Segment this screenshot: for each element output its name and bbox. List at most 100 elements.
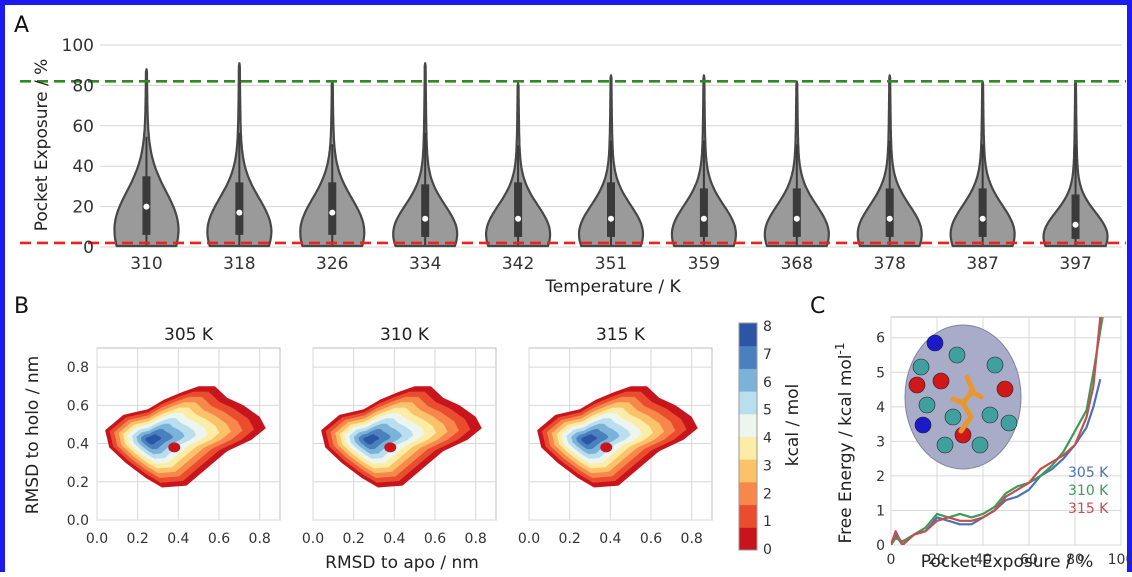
panel-c-label: C [810,294,825,319]
contour-title: 305 K [164,325,214,345]
inset-atom [914,416,932,434]
violin-median-point [143,203,150,210]
violin-median-point [236,209,243,216]
contour-level [581,434,598,445]
colorbar-segment [739,391,757,415]
panel-a-x-tick-label: 368 [781,254,813,274]
legend-entry: 315 K [1068,501,1109,517]
colorbar-label: kcal / mol [783,384,803,467]
colorbar-segment [739,436,757,460]
contour-x-tick-label: 0.8 [249,531,271,547]
panel-a-x-tick-label: 310 [130,254,162,274]
legend-entry: 305 K [1068,465,1109,481]
panel-b: B 305 K0.0 0.2 0.4 0.6 0.80.00.20.40.60.8310… [14,294,803,573]
colorbar-segment [739,459,757,483]
contour-y-tick-label: 0.2 [67,475,89,491]
panel-a-x-tick-label: 351 [595,254,627,274]
contour-x-tick-label: 0.4 [599,531,621,547]
colorbar-segment [739,323,757,347]
contour-x-tick-label: 0.2 [559,531,581,547]
free-energy-line [891,317,1102,545]
contour-x-tick-label: 0.2 [127,531,149,547]
panel-a-y-tick-label: 20 [72,198,94,218]
contour-x-tick-label: 0.4 [383,531,405,547]
panel-c-x-tick-label: 0 [887,552,896,568]
violin-median-point [700,215,707,222]
violin-iqr-box [235,182,244,235]
contour-y-tick-label: 0.4 [67,437,89,453]
contour-x-tick-label: 0.0 [302,531,324,547]
colorbar-tick-label: 1 [763,514,772,530]
colorbar-segment [739,413,757,437]
panel-a-x-tick-label: 397 [1059,254,1091,274]
colorbar-segment [739,368,757,392]
contour-minimum [384,442,397,453]
colorbar-segment [739,345,757,369]
violin-median-point [422,215,429,222]
violin-median-point [979,215,986,222]
inset-atom [926,334,944,352]
violin-median-point [515,215,522,222]
panel-a-y-tick-label: 0 [83,238,94,258]
violin-median-point [886,215,893,222]
panel-b-y-axis-label: RMSD to holo / nm [23,356,43,514]
panel-c-y-tick-label: 1 [876,503,885,519]
panel-a-x-tick-label: 318 [223,254,255,274]
inset-ligand [950,374,984,434]
violin-iqr-box [885,188,894,237]
inset-atom [932,372,950,390]
contour-x-tick-label: 0.4 [167,531,189,547]
panel-a-y-tick-label: 40 [72,157,94,177]
contour-x-tick-label: 0.8 [681,531,703,547]
panel-c-y-axis-label: Free Energy / kcal mol-1 [833,343,856,544]
contour-x-tick-label: 0.6 [640,531,662,547]
contour-minimum [600,442,613,453]
colorbar-outline [738,322,758,551]
contour-subplot: 315 K 0.0 0.2 0.4 0.6 0.8 [518,325,713,547]
inset-atom [971,436,989,454]
panel-a-y-tick-label: 80 [72,76,94,96]
inset-atom [1000,414,1018,432]
violin-iqr-box [1071,194,1080,239]
inset-atom [986,356,1004,374]
violin-median-point [793,215,800,222]
contour-title: 315 K [596,325,646,345]
contour-subplot: 305 K 0.0 0.2 0.4 0.6 0.8 0.0 0.2 0.4 0.6 0.8 [67,325,281,547]
panel-c-y-tick-label: 3 [876,434,885,450]
panel-a-reference-lines [20,80,1126,245]
contour-x-tick-label: 0.6 [424,531,446,547]
inset-atom [981,406,999,424]
panel-c-ticks: 0 20 40 60 80 100 0 1 2 3 4 5 6 [876,331,1132,568]
contour-subplot: 310 K 0.0 0.2 0.4 0.6 0.8 [302,325,497,547]
contour-level [145,434,162,445]
panel-c-y-tick-label: 0 [876,538,885,554]
contour-y-tick-label: 0.8 [67,360,89,376]
contour-minimum [168,442,181,453]
inset-atom [996,380,1014,398]
free-energy-line [891,317,1104,545]
colorbar-tick-label: 4 [763,431,772,447]
panel-c-x-tick-label: 20 [928,552,946,568]
panel-b-x-axis-label: RMSD to apo / nm [325,553,479,573]
colorbar-segment [739,527,757,551]
colorbar-tick-label: 0 [763,542,772,558]
panel-c-x-tick-label: 80 [1066,552,1084,568]
violin-iqr-box [792,188,801,237]
colorbar-tick-label: 3 [763,458,772,474]
violin-iqr-box [421,184,430,237]
panel-b-colorbar: 0 1 2 3 4 5 6 7 8 [738,319,772,558]
panel-c-y-tick-label: 5 [876,365,885,381]
panel-a-y-axis-label: Pocket Exposure / % [32,59,52,232]
panel-c-y-tick-label: 2 [876,469,885,485]
panel-a-y-tick-label: 60 [72,117,94,137]
inset-atom [918,396,936,414]
protein-structure-inset [904,324,1022,470]
contour-x-tick-label: 0.0 [86,531,108,547]
panel-a-x-tick-label: 334 [409,254,441,274]
panel-c-lines [891,317,1104,545]
violin-median-point [1072,221,1079,228]
panel-a-y-ticks: 0 20 40 60 80 100 [62,36,94,258]
